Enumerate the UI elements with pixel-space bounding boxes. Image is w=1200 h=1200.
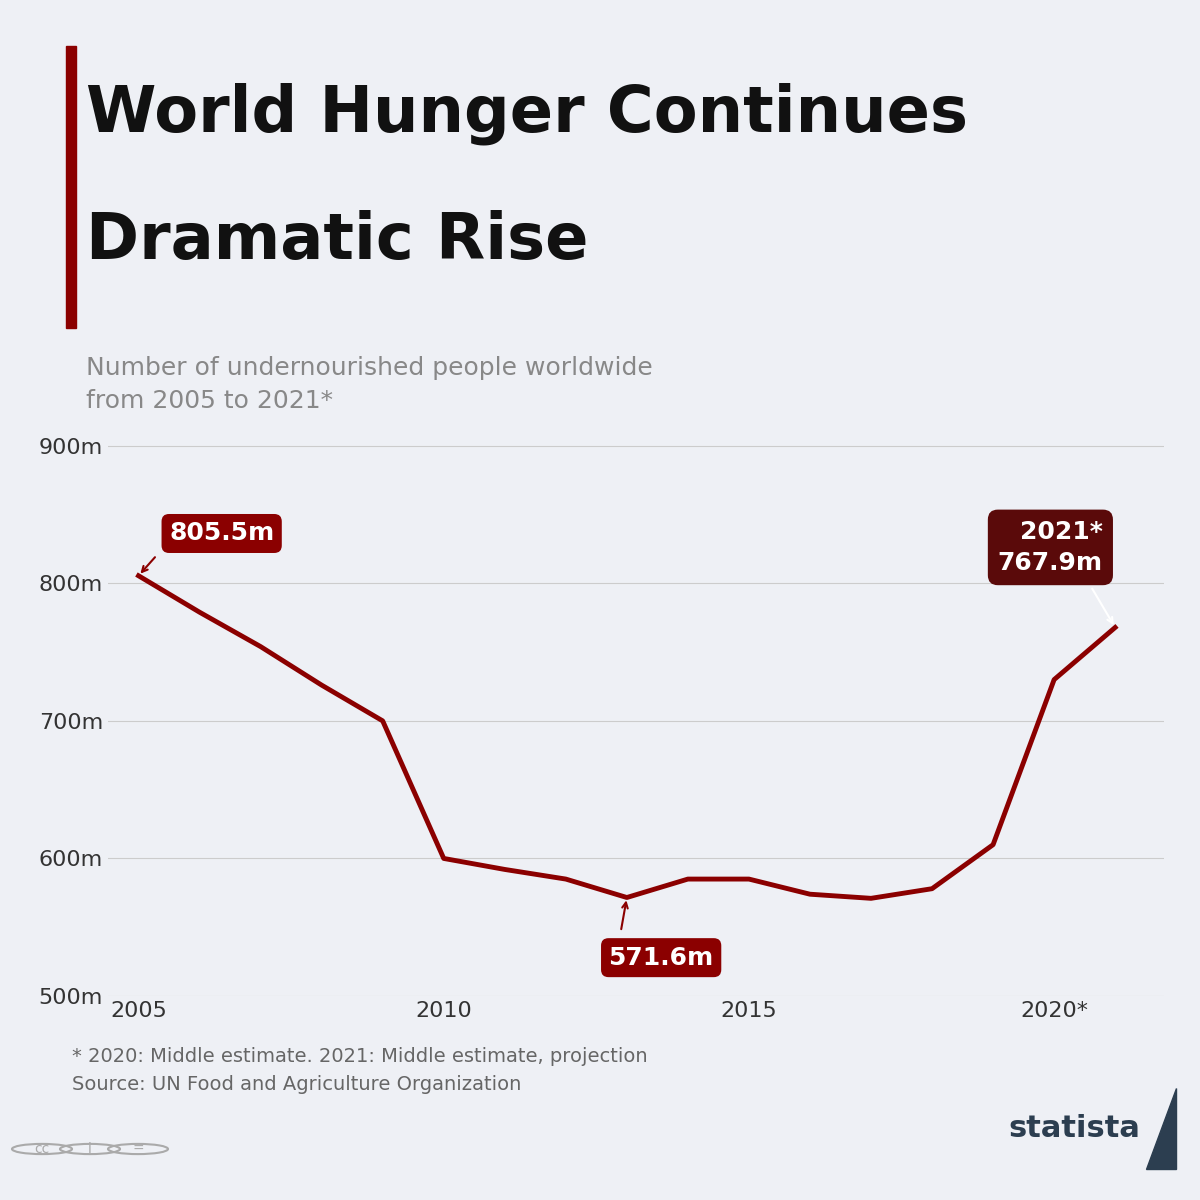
Text: Number of undernourished people worldwide
from 2005 to 2021*: Number of undernourished people worldwid… — [86, 355, 653, 413]
Text: Dramatic Rise: Dramatic Rise — [86, 210, 589, 271]
Text: cc: cc — [35, 1142, 49, 1156]
Text: * 2020: Middle estimate. 2021: Middle estimate, projection
Source: UN Food and A: * 2020: Middle estimate. 2021: Middle es… — [72, 1046, 648, 1094]
Polygon shape — [1146, 1087, 1176, 1169]
Text: =: = — [132, 1142, 144, 1156]
Bar — [66, 46, 76, 329]
Text: World Hunger Continues: World Hunger Continues — [86, 82, 968, 144]
Text: 571.6m: 571.6m — [608, 946, 714, 970]
Text: 2021*
767.9m: 2021* 767.9m — [998, 520, 1103, 575]
Text: 805.5m: 805.5m — [169, 522, 275, 546]
Text: i: i — [88, 1142, 92, 1156]
Text: statista: statista — [1008, 1114, 1140, 1144]
